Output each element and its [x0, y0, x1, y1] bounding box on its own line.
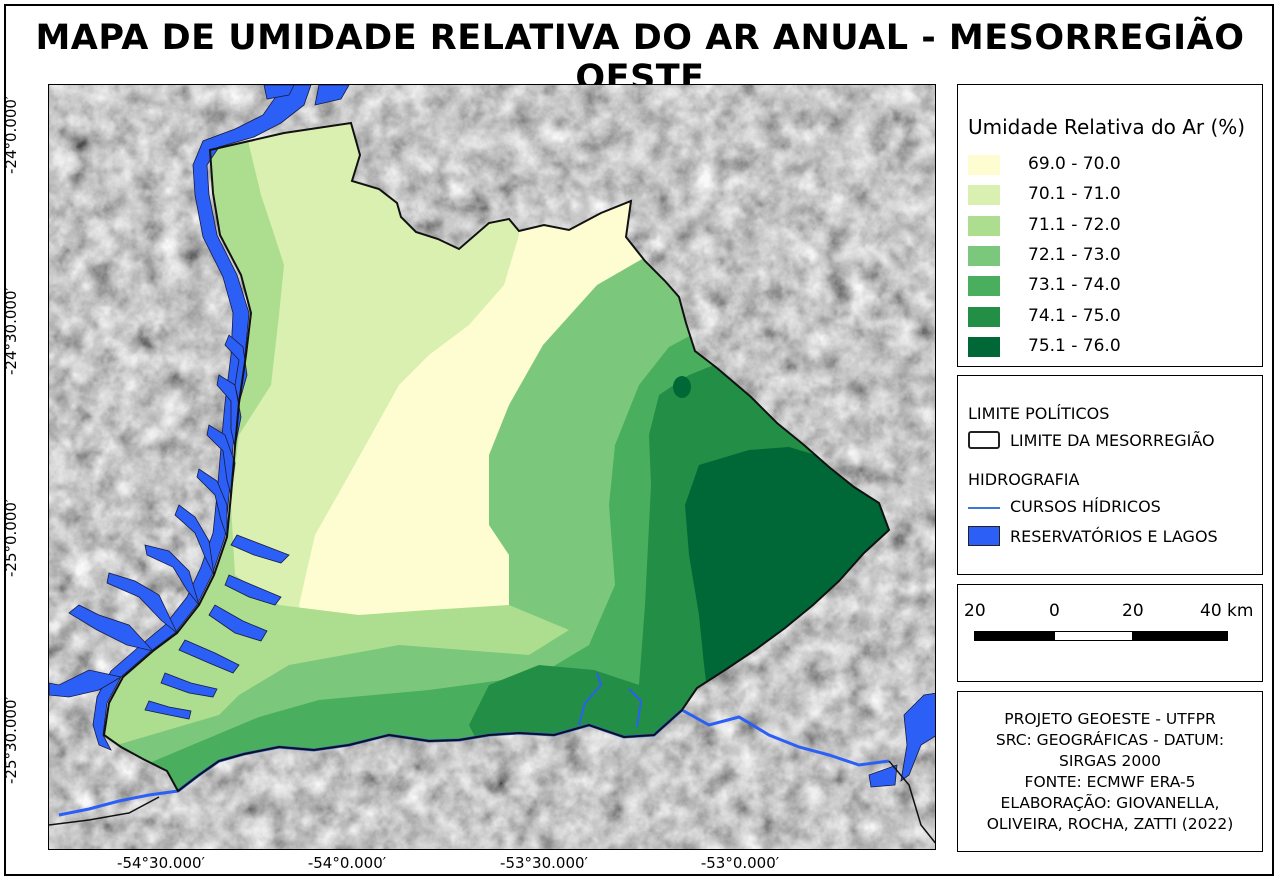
map-layout-frame: [4, 4, 1274, 876]
scale-segment-3: [1132, 632, 1228, 640]
credit-line-source: FONTE: ECMWF ERA-5: [1024, 773, 1196, 791]
state-border-line: [49, 796, 160, 826]
scale-label-0: 0: [1049, 601, 1060, 621]
lon-label-53-30: -53°30.000′: [500, 854, 588, 872]
rivers-label: CURSOS HÍDRICOS: [1010, 497, 1161, 516]
boundary-label: LIMITE DA MESORREGIÃO: [1010, 431, 1215, 450]
lat-label-25-30: -25°30.000′: [2, 696, 20, 784]
credit-line-authors-1: ELABORAÇÃO: GIOVANELLA,: [1000, 794, 1220, 812]
credit-line-authors-2: OLIVEIRA, ROCHA, ZATTI (2022): [986, 815, 1234, 833]
legend-title: Umidade Relativa do Ar (%): [968, 115, 1246, 139]
map-panel[interactable]: [48, 84, 936, 850]
legend-class-label: 75.1 - 76.0: [1028, 335, 1121, 356]
lat-label-24-0: -24°0.000′: [2, 95, 20, 174]
lat-label-24-30: -24°30.000′: [2, 287, 20, 375]
legend-swatch: [968, 276, 1000, 297]
scale-bar-box: 20 0 20 40 km: [957, 584, 1263, 682]
scale-label-40-km: 40 km: [1200, 601, 1254, 621]
legend-class-label: 73.1 - 74.0: [1028, 275, 1121, 296]
scale-bar: [974, 631, 1228, 641]
legend-class-label: 71.1 - 72.0: [1028, 214, 1121, 235]
legend-class-label: 74.1 - 75.0: [1028, 305, 1121, 326]
layers-legend: LIMITE POLÍTICOS LIMITE DA MESORREGIÃO H…: [957, 375, 1263, 575]
legend-class-label: 70.1 - 71.0: [1028, 184, 1121, 205]
legend-class-label: 69.0 - 70.0: [1028, 154, 1121, 174]
legend-swatch: [968, 155, 1000, 175]
lat-label-25-0: -25°0.000′: [2, 498, 20, 577]
legend-swatch: [968, 185, 1000, 206]
legend-swatch: [968, 336, 1000, 357]
scale-segment-1: [975, 632, 1055, 640]
credit-line-datum: SIRGAS 2000: [1058, 752, 1161, 770]
scale-label-20: 20: [1122, 601, 1144, 621]
credit-line-src: SRC: GEOGRÁFICAS - DATUM:: [995, 731, 1225, 749]
hydro-heading: HIDROGRAFIA: [968, 470, 1080, 489]
map-canvas: [49, 85, 935, 849]
legend-swatch: [968, 215, 1000, 236]
lon-label-54-0: -54°0.000′: [307, 854, 387, 872]
legend-class-label: 72.1 - 73.0: [1028, 244, 1121, 265]
reservoirs-and-lakes: [49, 85, 935, 788]
credits-text: PROJETO GEOESTE - UTFPR SRC: GEOGRÁFICAS…: [958, 709, 1262, 835]
mesoregion-boundary: [102, 121, 891, 793]
humidity-legend: Umidade Relativa do Ar (%) 69.0 - 70.0 70…: [957, 84, 1263, 367]
boundary-symbol: [968, 431, 1000, 449]
lakes-label: RESERVATÓRIOS E LAGOS: [1010, 527, 1218, 546]
lon-label-54-30: -54°30.000′: [117, 854, 205, 872]
lake-symbol: [968, 526, 1000, 546]
legend-swatch: [968, 245, 1000, 266]
scale-segment-2: [1055, 632, 1132, 640]
credits-box: PROJETO GEOESTE - UTFPR SRC: GEOGRÁFICAS…: [957, 691, 1263, 852]
municipal-border-line: [888, 760, 935, 844]
political-heading: LIMITE POLÍTICOS: [968, 404, 1110, 423]
humidity-class-75-76-spot: [673, 376, 691, 398]
lon-label-53-0: -53°0.000′: [700, 854, 780, 872]
legend-swatch: [968, 306, 1000, 327]
credit-line-project: PROJETO GEOESTE - UTFPR: [1004, 710, 1216, 728]
scale-label-20-left: 20: [964, 601, 986, 621]
stream-symbol: [968, 507, 1000, 509]
